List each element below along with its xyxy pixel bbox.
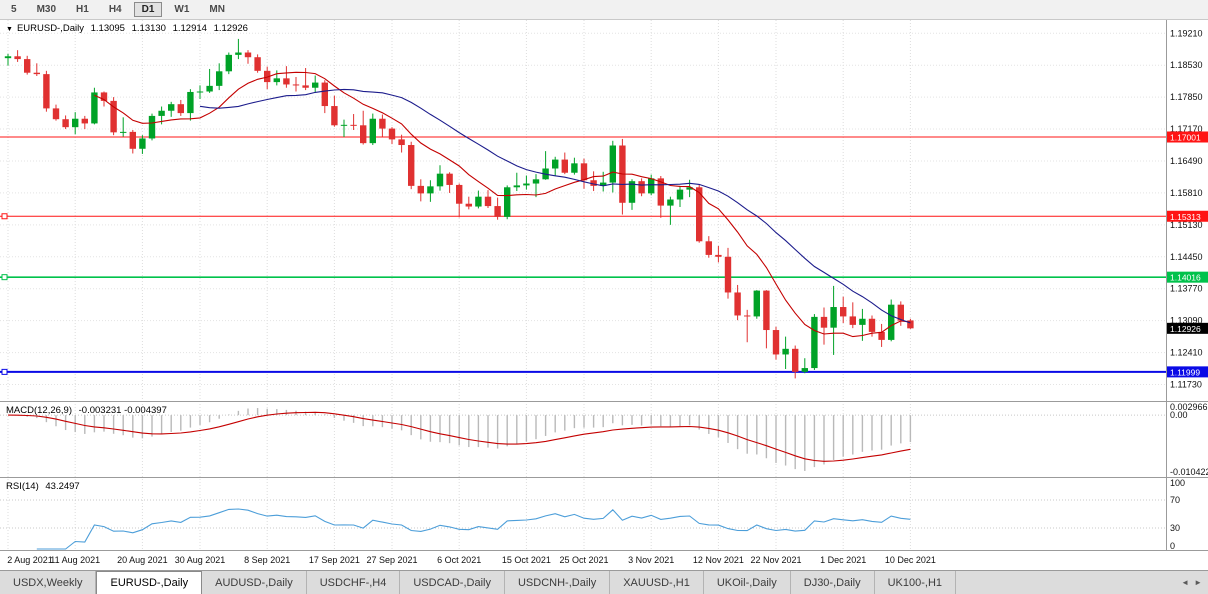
timeframe-toolbar: 5 M30 H1 H4 D1 W1 MN — [0, 0, 1208, 20]
rsi-axis-label: 70 — [1170, 495, 1180, 505]
rsi-axis-label: 30 — [1170, 523, 1180, 533]
rsi-indicator-title: RSI(14) 43.2497 — [6, 481, 84, 492]
tab-ukoil-daily[interactable]: UKOil-,Daily — [704, 571, 791, 594]
macd-axis-label: -0.010422 — [1170, 467, 1208, 477]
timeframe-button-d1[interactable]: D1 — [133, 2, 163, 17]
date-axis-label: 17 Sep 2021 — [309, 555, 360, 565]
price-tag-1.12926 — [1167, 322, 1208, 334]
price-axis-label: 1.13090 — [1170, 316, 1203, 326]
date-axis-label: 3 Nov 2021 — [628, 555, 674, 565]
macd-indicator-title: MACD(12,26,9) -0.003231 -0.004397 — [6, 405, 171, 416]
tab-scroll-right-icon[interactable]: ► — [1194, 578, 1202, 587]
svg-text:1.11999: 1.11999 — [1170, 367, 1200, 377]
date-axis-label: 8 Sep 2021 — [244, 555, 290, 565]
price-axis-label: 1.19210 — [1170, 28, 1203, 38]
price-tag-1.17001 — [1167, 131, 1208, 143]
tab-usdx-weekly[interactable]: USDX,Weekly — [0, 571, 97, 594]
rsi-indicator-label: RSI(14) — [6, 481, 39, 492]
rsi-axis-label: 0 — [1170, 541, 1175, 551]
tab-usdcnh-daily[interactable]: USDCNH-,Daily — [505, 571, 611, 594]
date-axis-label: 1 Dec 2021 — [820, 555, 866, 565]
chart-high-value: 1.13130 — [131, 23, 166, 34]
rsi-indicator-value: 43.2497 — [45, 481, 80, 492]
line-handle-1.15313[interactable] — [1, 213, 8, 220]
grid — [0, 20, 1166, 550]
chart-symbol-label: EURUSD-,Daily — [16, 23, 84, 34]
price-axis-label: 1.11730 — [1170, 380, 1202, 390]
macd-axis-label: 0.00 — [1170, 410, 1188, 420]
svg-text:1.12926: 1.12926 — [1170, 324, 1201, 334]
svg-text:1.17001: 1.17001 — [1170, 132, 1201, 142]
panel-separators — [0, 20, 1208, 551]
date-axis-label: 12 Nov 2021 — [693, 555, 744, 565]
price-tag-1.15313 — [1167, 210, 1208, 222]
rsi-panel: 100 70 30 0 — [0, 478, 1185, 551]
macd-indicator-label: MACD(12,26,9) — [6, 405, 72, 416]
timeframe-button-mn[interactable]: MN — [209, 4, 225, 15]
tab-usdchf-h4[interactable]: USDCHF-,H4 — [307, 571, 401, 594]
date-axis-label: 10 Dec 2021 — [885, 555, 936, 565]
price-axis-label: 1.14450 — [1170, 252, 1203, 262]
price-axis-label: 1.17170 — [1170, 124, 1203, 134]
date-axis-label: 20 Aug 2021 — [117, 555, 168, 565]
price-axis-label: 1.18530 — [1170, 60, 1203, 70]
date-axis-label: 25 Oct 2021 — [559, 555, 608, 565]
date-axis-label: 2 Aug 2021 — [7, 555, 53, 565]
price-axis-label: 1.15810 — [1170, 188, 1203, 198]
date-axis-label: 6 Oct 2021 — [437, 555, 481, 565]
chart-tab-bar: USDX,Weekly EURUSD-,Daily AUDUSD-,Daily USD… — [0, 570, 1208, 594]
timeframe-button-h4[interactable]: H4 — [108, 4, 122, 15]
timeframe-button-h1[interactable]: H1 — [76, 4, 89, 15]
candlestick-series — [4, 38, 914, 379]
chart-dropdown-icon[interactable]: ▼ — [6, 26, 13, 33]
macd-axis-label: 0.002966 — [1170, 402, 1208, 412]
price-tags: 1.17001 1.15313 1.14016 1.11999 1.12926 — [1167, 131, 1208, 378]
macd-indicator-values: -0.003231 -0.004397 — [78, 405, 167, 416]
timeframe-button-5[interactable]: 5 — [11, 4, 17, 15]
chart-ohlc-title: ▼ EURUSD-,Daily 1.13095 1.13130 1.12914 1… — [6, 23, 252, 34]
chart-area[interactable]: 2 Aug 2021 11 Aug 2021 20 Aug 2021 30 Aug 2… — [0, 20, 1208, 570]
line-handle-1.11999[interactable] — [1, 368, 8, 375]
tab-eurusd-daily[interactable]: EURUSD-,Daily — [96, 571, 203, 594]
date-axis-label: 22 Nov 2021 — [750, 555, 801, 565]
rsi-axis-label: 100 — [1170, 478, 1185, 488]
price-axis-label: 1.16490 — [1170, 156, 1203, 166]
moving-average-lines — [94, 71, 911, 338]
svg-text:1.14016: 1.14016 — [1170, 273, 1201, 283]
tab-dj30-daily[interactable]: DJ30-,Daily — [791, 571, 875, 594]
price-axis-label: 1.17850 — [1170, 92, 1203, 102]
date-axis-label: 27 Sep 2021 — [366, 555, 417, 565]
svg-text:1.15313: 1.15313 — [1170, 212, 1201, 222]
tab-xauusd-h1[interactable]: XAUUSD-,H1 — [610, 571, 704, 594]
tab-scroll-left-icon[interactable]: ◄ — [1181, 578, 1190, 587]
price-tag-1.11999 — [1167, 366, 1208, 378]
tab-audusd-daily[interactable]: AUDUSD-,Daily — [202, 571, 307, 594]
tab-usdcad-daily[interactable]: USDCAD-,Daily — [400, 571, 505, 594]
price-tag-1.14016 — [1167, 271, 1208, 283]
date-axis-label: 15 Oct 2021 — [502, 555, 551, 565]
timeframe-button-m30[interactable]: M30 — [36, 4, 57, 15]
tab-uk100-h1[interactable]: UK100-,H1 — [875, 571, 957, 594]
chart-low-value: 1.12914 — [172, 23, 207, 34]
timeframe-button-w1[interactable]: W1 — [174, 4, 190, 15]
price-axis-label: 1.15130 — [1170, 220, 1203, 230]
date-axis-label: 30 Aug 2021 — [175, 555, 226, 565]
tab-scroll-controls: ◄ ► — [1175, 571, 1208, 594]
price-axis-label: 1.13770 — [1170, 284, 1203, 294]
date-axis-label: 11 Aug 2021 — [50, 555, 100, 565]
line-handle-1.14016[interactable] — [1, 274, 8, 281]
chart-close-value: 1.12926 — [213, 23, 248, 34]
price-axis-label: 1.12410 — [1170, 348, 1203, 358]
chart-open-value: 1.13095 — [90, 23, 125, 34]
horizontal-lines[interactable] — [0, 136, 1166, 375]
